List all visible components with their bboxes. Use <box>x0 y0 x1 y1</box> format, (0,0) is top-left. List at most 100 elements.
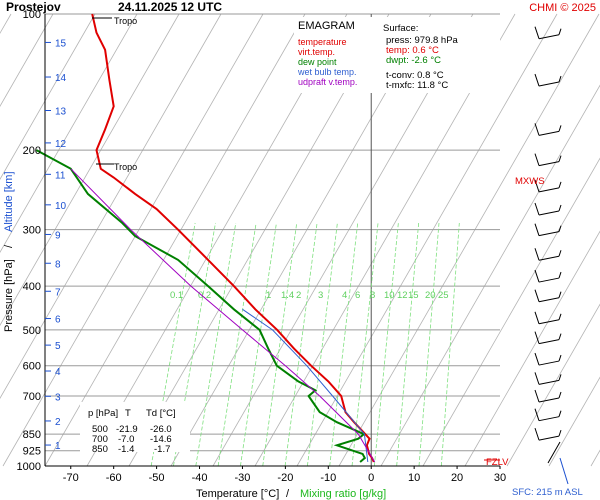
wind-barb <box>558 429 562 437</box>
legend-item-temperature: temperature <box>298 37 347 47</box>
table-cell: -14.6 <box>150 434 172 445</box>
wind-barb <box>538 416 560 422</box>
wind-barb <box>538 130 560 136</box>
mixing-ratio-label: 2 <box>296 290 301 301</box>
x-axis-label: Temperature [°C] <box>196 488 279 500</box>
y-tick-label: 200 <box>23 145 41 157</box>
legend-box <box>294 17 380 93</box>
dry-adiabat-line <box>590 449 600 467</box>
mixing-ratio-line <box>440 222 460 467</box>
dry-adiabat-line <box>0 13 222 400</box>
mixing-ratio-line <box>173 222 216 467</box>
table-cell: 700 <box>92 434 108 445</box>
wind-barb <box>534 269 540 283</box>
x-tick-label: -20 <box>277 472 293 484</box>
table-cell: -21.9 <box>116 424 138 435</box>
altitude-tick-label: 8 <box>55 259 61 270</box>
legend-item-updraft: udpraft v.temp. <box>298 77 357 87</box>
wind-barb <box>538 34 560 40</box>
pressure-table-bg <box>80 402 190 452</box>
wind-barb <box>558 75 562 83</box>
mixing-ratio-label: 15 <box>408 290 419 301</box>
wind-barb <box>534 389 540 403</box>
wind-barb-surface <box>547 441 561 464</box>
wind-barb <box>534 331 540 344</box>
y-tick-label: 1000 <box>17 461 41 473</box>
wind-barb <box>538 161 560 167</box>
wind-barb <box>534 223 540 236</box>
wind-barb <box>538 435 560 441</box>
wind-barb <box>534 408 540 421</box>
surface-title: Surface: <box>383 23 418 34</box>
mixing-ratio-line <box>240 222 277 467</box>
mxws-label: MXWS <box>515 176 545 187</box>
dry-adiabat-line <box>548 376 600 467</box>
credit-text: CHMI © 2025 <box>529 2 596 14</box>
mixing-ratio-label: 20 <box>425 290 436 301</box>
legend-title: EMAGRAM <box>298 20 355 32</box>
x-axis-separator: / <box>286 488 290 500</box>
altitude-tick-label: 9 <box>55 230 61 241</box>
profile-series <box>35 13 376 463</box>
dry-adiabat-line <box>0 13 12 34</box>
dry-adiabat-line <box>506 303 600 467</box>
wind-barb <box>558 374 562 381</box>
mixing-ratio-line <box>262 222 298 467</box>
wind-barb <box>558 181 562 189</box>
wind-barb <box>534 26 540 39</box>
x-tick-label: 20 <box>451 472 463 484</box>
wind-barb <box>538 81 560 87</box>
dry-adiabat-line <box>44 13 306 467</box>
x-axis-label-2: Mixing ratio [g/kg] <box>300 488 386 500</box>
x-tick-label: -40 <box>192 472 208 484</box>
y-tick-label: 100 <box>23 9 41 21</box>
wind-barb <box>534 179 540 193</box>
legend-item-wet-bulb: wet bulb temp. <box>297 67 357 77</box>
wind-barb <box>558 354 562 362</box>
mixing-ratio-label: 10 <box>384 290 395 301</box>
y-axis-label: Pressure [hPa] <box>3 259 15 332</box>
wind-barb <box>538 379 560 385</box>
series-udpraft-v-temp <box>70 168 376 463</box>
fzlv-label: FZLV <box>486 457 509 468</box>
mixing-ratio-line <box>396 222 420 467</box>
mixing-ratio-label: 8 <box>370 290 375 301</box>
wind-barb <box>558 28 562 35</box>
mixing-ratio-label: 1 <box>266 290 271 301</box>
wind-barb <box>558 313 562 320</box>
wind-barb <box>538 210 560 216</box>
mixing-ratio-label: 4 <box>342 290 347 301</box>
altitude-tick-label: 5 <box>55 341 61 352</box>
series-dew-point <box>35 149 367 463</box>
y-tick-label: 400 <box>23 281 41 293</box>
y-axis-label-2: Altitude [km] <box>3 171 15 232</box>
wind-barb <box>534 289 540 302</box>
series-temperature <box>91 13 375 463</box>
y-tick-label: 925 <box>23 446 41 458</box>
sfc-label: SFC: 215 m ASL <box>512 487 583 498</box>
wind-barb <box>558 391 562 399</box>
x-tick-label: -70 <box>63 472 79 484</box>
x-tick-label: -50 <box>149 472 165 484</box>
wind-barb <box>558 410 562 417</box>
surface-box <box>380 17 500 93</box>
dry-adiabat-line <box>338 13 600 467</box>
x-tick-label: 30 <box>494 472 506 484</box>
mixing-ratio-line <box>418 222 440 467</box>
mixing-ratio-line <box>150 222 196 467</box>
wind-barb <box>538 277 560 283</box>
dry-adiabat-line <box>464 230 600 467</box>
wind-barb <box>534 352 540 366</box>
table-header-td: Td [°C] <box>146 408 176 419</box>
table-cell: -7.0 <box>118 434 134 445</box>
wind-barb <box>558 225 562 232</box>
mixing-ratio-line <box>373 222 399 467</box>
altitude-tick-label: 11 <box>55 170 66 181</box>
dry-adiabat-line <box>380 84 600 467</box>
y-axis-separator: / <box>3 244 15 248</box>
wind-barb <box>534 248 540 261</box>
wind-barb <box>538 187 560 193</box>
wind-barb <box>534 153 540 166</box>
surface-press: press: 979.8 hPa <box>386 35 459 46</box>
